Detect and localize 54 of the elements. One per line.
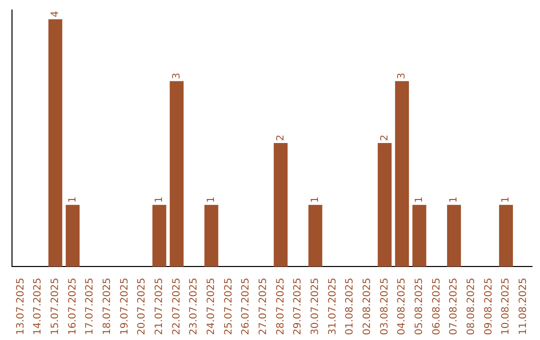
x-tick-label: 31.07.2025 (327, 278, 338, 336)
x-tick-label: 30.07.2025 (310, 278, 321, 336)
bar (48, 19, 62, 267)
bar (152, 204, 166, 267)
bar (170, 81, 184, 267)
x-tick-label: 01.08.2025 (344, 278, 356, 336)
x-tick-label: 21.07.2025 (154, 278, 165, 336)
data-label: 1 (67, 196, 78, 203)
bar (378, 143, 392, 267)
x-tick-label: 05.08.2025 (414, 278, 425, 336)
data-label: 1 (206, 196, 217, 203)
x-tick-label: 02.08.2025 (362, 278, 373, 336)
data-label: 1 (310, 196, 321, 203)
data-label: 1 (500, 196, 512, 203)
x-tick-label: 19.07.2025 (119, 278, 130, 336)
x-tick-label: 13.07.2025 (15, 278, 26, 336)
bar (308, 204, 322, 267)
x-tick-label: 29.07.2025 (292, 278, 304, 336)
x-tick-label: 07.08.2025 (448, 278, 460, 336)
x-tick-label: 28.07.2025 (275, 278, 286, 336)
data-label: 1 (154, 196, 165, 203)
x-tick-label: 24.07.2025 (206, 278, 217, 336)
x-tick-label: 16.07.2025 (67, 278, 78, 336)
x-tick-label: 11.08.2025 (518, 278, 529, 336)
data-label: 1 (414, 196, 425, 203)
data-label: 3 (396, 72, 408, 80)
data-label: 2 (275, 134, 286, 142)
x-tick-label: 10.08.2025 (500, 278, 512, 336)
x-tick-label: 23.07.2025 (188, 278, 200, 336)
x-tick-label: 22.07.2025 (171, 278, 182, 336)
x-tick-label: 04.08.2025 (396, 278, 408, 336)
x-tick-label: 14.07.2025 (32, 278, 44, 336)
bar (204, 204, 218, 267)
x-tick-label: 03.08.2025 (379, 278, 390, 336)
x-tick-label: 06.08.2025 (431, 278, 442, 336)
data-label: 2 (379, 134, 390, 142)
x-tick-label: 26.07.2025 (240, 278, 252, 336)
x-tick-label: 08.08.2025 (466, 278, 477, 336)
data-label: 3 (171, 72, 182, 80)
bar (447, 204, 461, 267)
x-tick-label: 09.08.2025 (483, 278, 494, 336)
bar (395, 81, 409, 267)
bar (66, 204, 80, 267)
x-tick-label: 17.07.2025 (84, 278, 96, 336)
x-tick-label: 15.07.2025 (50, 278, 61, 336)
x-tick-label: 25.07.2025 (223, 278, 234, 336)
x-tick-label: 20.07.2025 (136, 278, 148, 336)
data-label: 1 (448, 196, 460, 203)
bar (412, 204, 426, 267)
x-tick-label: 27.07.2025 (258, 278, 269, 336)
bar (499, 204, 513, 267)
data-label: 4 (50, 10, 61, 18)
bar (274, 143, 288, 267)
x-tick-label: 18.07.2025 (102, 278, 113, 336)
